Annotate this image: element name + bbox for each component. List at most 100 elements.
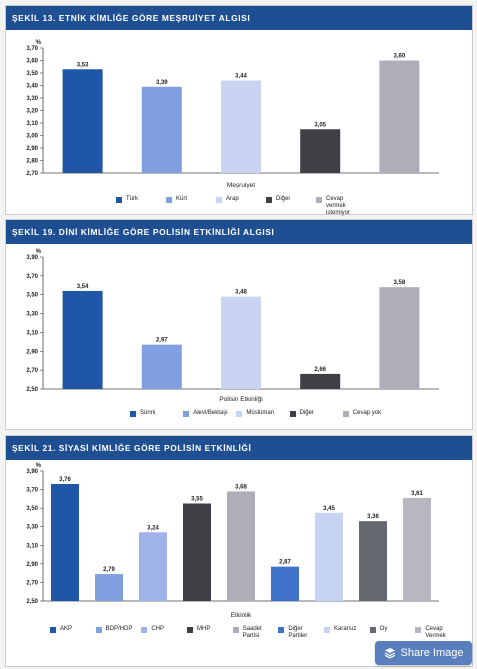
unit-label: % [36,249,42,255]
data-label: 3,55 [191,497,203,503]
legend-swatch [266,196,272,203]
chart-title: ŞEKİL 19. DİNİ KİMLİĞE GÖRE POLİSİN ETKİ… [6,220,472,244]
y-tick-label: 2,80 [26,159,38,165]
legend-swatch [369,626,376,633]
data-label: 3,24 [147,525,159,531]
y-tick-label: 3,10 [26,121,38,127]
data-label: 3,05 [314,122,326,128]
x-axis-title: Meşruiyet [227,182,255,188]
legend-swatch [289,410,296,417]
bar [403,497,431,601]
legend-item: Sünni [130,410,179,417]
legend-label: MHP [197,626,211,632]
legend-swatch [50,626,56,633]
legend-label: CHP [151,626,164,632]
bar-chart: %3,70 3,60 3,50 3,40 3,30 3,20 3,10 3,00 2,90 2,8… [26,40,439,188]
data-label: 2,97 [156,338,168,344]
legend-item: Kararsız [324,626,366,633]
y-tick-label: 2,90 [26,562,38,568]
legend-item: Kürt [166,196,212,203]
bar [221,296,261,389]
legend-swatch [216,196,222,203]
share-image-button[interactable]: Share Image [375,641,472,665]
legend-swatch [130,410,136,417]
legend-swatch [141,626,148,633]
y-tick-label: 3,20 [26,109,38,115]
bar [139,532,167,601]
legend-label: Türk [126,196,138,202]
legend-item: Diğer [266,196,312,203]
y-tick-label: 2,50 [26,387,38,393]
data-label: 3,68 [235,484,247,490]
legend-swatch [342,410,349,417]
legend-swatch [232,626,239,633]
y-tick-label: 2,50 [26,599,38,605]
y-tick-label: 3,50 [26,293,38,299]
y-tick-label: 3,10 [26,330,38,336]
legend-item: Türk [116,196,162,203]
y-tick-label: 3,70 [26,488,38,494]
legend-swatch [95,626,102,633]
legend-label: Sünni [140,410,156,416]
chart-title: ŞEKİL 13. ETNİK KİMLİĞE GÖRE MEŞRUİYET A… [6,6,472,30]
y-tick-label: 3,30 [26,96,38,102]
bar [141,344,182,389]
chart-panel-2: ŞEKİL 19. DİNİ KİMLİĞE GÖRE POLİSİN ETKİ… [5,219,473,430]
legend-label: Cevap yok [352,410,382,416]
y-tick-label: 2,70 [26,580,38,586]
legend-item: Arap [216,196,262,203]
data-label: 3,48 [235,290,247,296]
legend-label: Kararsız [334,626,357,632]
legend-swatch [187,626,193,633]
y-tick-label: 2,90 [26,146,38,152]
data-label: 3,61 [411,491,423,497]
legend-label: Oy [379,626,388,632]
bar [62,69,103,173]
data-label: 3,36 [367,514,379,520]
legend-label: Diğer [276,196,291,202]
data-label: 2,66 [314,367,326,373]
legend-swatch [415,626,422,633]
y-tick-label: 3,40 [26,84,38,90]
legend-label: Diğer Partiler [288,626,308,639]
legend-label: BDP/HDP [105,626,133,632]
legend-item: BDP/HDP [95,626,138,633]
bar [51,484,79,601]
bar [183,503,211,601]
data-label: 3,53 [77,62,89,68]
bar [379,60,420,173]
bar [95,574,123,601]
data-label: 3,76 [59,477,71,483]
legend-swatch [316,196,322,203]
y-tick-label: 3,90 [26,469,38,475]
y-tick-label: 3,30 [26,525,38,531]
y-tick-label: 2,90 [26,349,38,355]
legend-label: Saadet Partisi [242,626,262,639]
legend-label: AKP [60,626,73,632]
legend-label: Arap [226,196,239,202]
legend-swatch [166,196,172,203]
data-label: 3,39 [156,80,168,86]
y-tick-label: 3,70 [26,274,38,280]
data-label: 3,54 [77,284,89,290]
bar [62,290,103,389]
legend-item: Müslüman [236,410,285,417]
unit-label: % [36,463,42,469]
legend-item: Alevi/Bektaşi [183,410,232,417]
bar [271,566,299,601]
legend-label: Cevap vermek istemiyor [326,196,351,216]
y-tick-label: 3,30 [26,312,38,318]
legend-swatch [116,196,122,203]
y-tick-label: 3,50 [26,71,38,77]
y-tick-label: 3,70 [26,46,38,52]
data-label: 2,79 [103,567,115,573]
legend-label: Cevap Vermek [425,626,446,639]
y-tick-label: 2,70 [26,368,38,374]
bar-chart: %3,90 3,70 3,50 3,30 3,10 2,90 2,70 2,50 3,76 2,7… [26,463,439,619]
data-label: 3,58 [394,280,406,286]
chart-title: ŞEKİL 21. SİYASİ KİMLİĞE GÖRE POLİSİN ET… [6,436,472,460]
legend-item: CHP [141,626,183,633]
legend-swatch [278,626,285,633]
bar [300,129,341,173]
y-tick-label: 3,10 [26,543,38,549]
